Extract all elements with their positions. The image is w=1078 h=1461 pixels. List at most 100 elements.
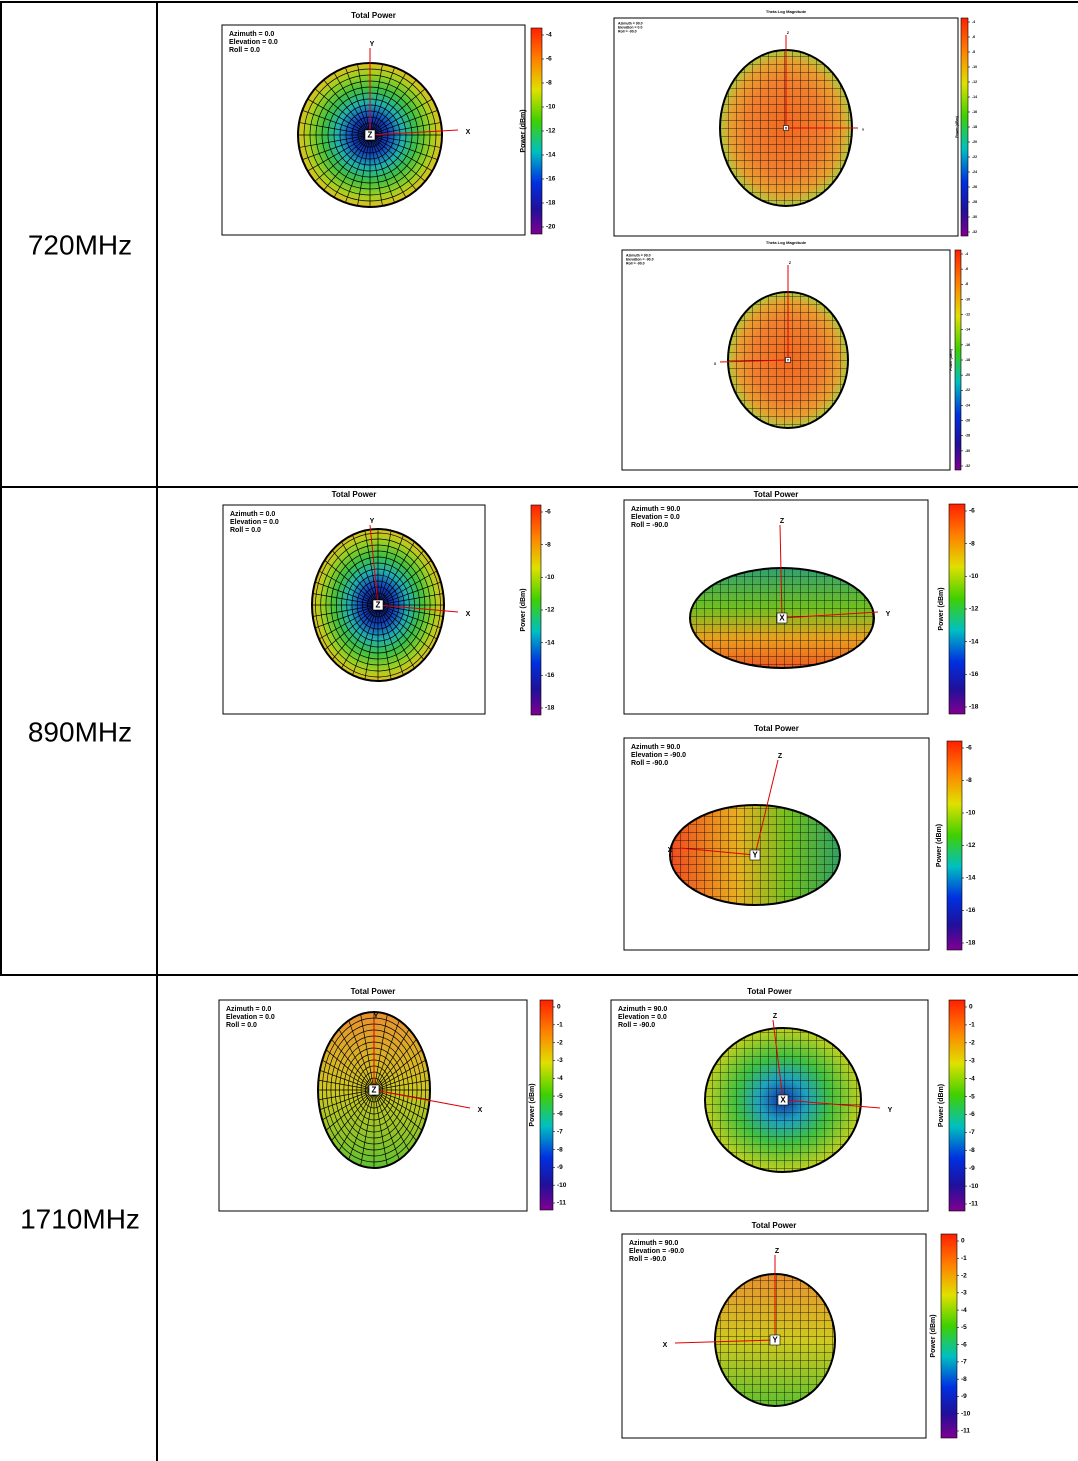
axis-line [754, 759, 779, 856]
axis-center-box [749, 849, 761, 861]
mesh-spoke [298, 134, 371, 207]
axis-letter: Y [752, 851, 758, 860]
surface-outline [704, 1027, 862, 1173]
mesh-spoke [298, 134, 371, 204]
mesh-spoke [369, 63, 442, 136]
colorbar-tick-label: -8 [965, 282, 968, 286]
axis-line [674, 1339, 776, 1344]
mesh-spoke [369, 99, 442, 136]
plot-title: Total Power [754, 490, 799, 499]
colorbar-tick-label: -32 [965, 464, 970, 468]
mesh-spoke [373, 1089, 430, 1168]
colorbar-label: Power (dBm) [949, 349, 953, 371]
colorbar-tick-label: -4 [546, 32, 552, 39]
colorbar-tick-label: -9 [969, 1165, 975, 1172]
axis-line [782, 1099, 881, 1109]
axis-center-box [364, 129, 376, 141]
mesh-spoke [318, 1054, 375, 1091]
mesh-spoke [377, 529, 444, 606]
mesh-spoke [373, 1089, 430, 1168]
orientation-info: Azimuth = 90.0 [618, 21, 643, 25]
orientation-info: Elevation = 0.0 [226, 1014, 275, 1021]
colorbar-tick-label: -6 [961, 1341, 967, 1348]
orientation-info: Roll = 0.0 [226, 1022, 257, 1029]
mesh-spoke [373, 1012, 430, 1091]
mesh-spoke [373, 1089, 430, 1168]
mesh-spoke [373, 1012, 430, 1091]
mesh-spoke [373, 1012, 410, 1091]
orientation-info: Elevation = 0.0 [229, 39, 278, 46]
mesh-spoke [298, 63, 371, 136]
colorbar-tick-label: -12 [546, 128, 556, 135]
mesh-spoke [377, 529, 444, 606]
colorbar-tick-label: -6 [969, 1111, 975, 1118]
mesh-spoke [318, 1012, 375, 1091]
surface-outline [317, 1011, 431, 1169]
colorbar-tick-label: -28 [965, 434, 970, 438]
mesh-spoke [312, 536, 379, 606]
axis-center-box [776, 612, 788, 624]
colorbar-label: Power (dBm) [520, 109, 527, 152]
mesh-spoke [369, 134, 442, 207]
axis-letter: Y [787, 358, 790, 363]
orientation-info: Roll = -90.0 [631, 760, 668, 767]
orientation-info: Azimuth = 90.0 [631, 744, 680, 751]
mesh-spoke [334, 134, 371, 207]
mesh-spoke [318, 1089, 375, 1159]
mesh-spoke [318, 1012, 375, 1091]
colorbar-tick-label: -26 [965, 418, 970, 422]
colorbar-tick-label: -8 [557, 1146, 563, 1153]
axis-line [369, 524, 379, 606]
colorbar-tick-label: -8 [961, 1376, 967, 1383]
mesh-spoke [298, 134, 371, 207]
mesh-spoke [377, 604, 444, 681]
colorbar [530, 27, 543, 235]
colorbar-tick-label: -16 [966, 907, 976, 914]
mesh-spoke [298, 66, 371, 136]
colorbar-tick-label: -6 [546, 56, 552, 63]
orientation-info: Roll = -90.0 [618, 1022, 655, 1029]
colorbar-tick-label: 0 [557, 1004, 561, 1011]
mesh-spoke [377, 604, 444, 674]
colorbar-tick-label: -12 [972, 80, 977, 84]
colorbar-tick-label: -8 [545, 541, 551, 548]
plot-title: Theta Log Magnitude [766, 240, 807, 245]
colorbar-tick-label: -10 [969, 1183, 979, 1190]
orientation-info: Elevation = -90.0 [629, 1248, 684, 1255]
colorbar-tick-label: -24 [972, 170, 977, 174]
axis-center-box [785, 357, 791, 363]
mesh-spoke [298, 63, 371, 136]
mesh-spoke [373, 1089, 410, 1168]
mesh-spoke [369, 134, 442, 207]
mesh-spoke [318, 1089, 375, 1168]
mesh-spoke [318, 1089, 375, 1126]
axis-letter: Y [374, 1013, 379, 1020]
mesh-spoke [377, 604, 444, 681]
mesh-spoke [312, 604, 379, 681]
colorbar-tick-label: -1 [961, 1255, 967, 1262]
colorbar-tick-label: -32 [972, 230, 977, 234]
mesh-spoke [369, 134, 442, 207]
plot-title: Total Power [752, 1221, 797, 1230]
mesh-spoke [369, 134, 442, 204]
colorbar-tick-label: -26 [972, 185, 977, 189]
axis-letter: Z [780, 518, 785, 525]
colorbar [940, 1233, 958, 1439]
axis-line [772, 1019, 784, 1101]
mesh-spoke [298, 134, 371, 207]
colorbar-tick-label: -3 [969, 1057, 975, 1064]
axis-letter: Z [778, 753, 783, 760]
axis-center-box [769, 1334, 781, 1346]
colorbar-tick-label: -3 [557, 1057, 563, 1064]
mesh-spoke [377, 536, 444, 606]
mesh-spoke [338, 1089, 375, 1168]
axis-letter: Z [368, 131, 373, 140]
colorbar-tick-label: -12 [965, 312, 970, 316]
mesh-spoke [318, 1089, 375, 1168]
colorbar-tick-label: -14 [545, 639, 555, 646]
